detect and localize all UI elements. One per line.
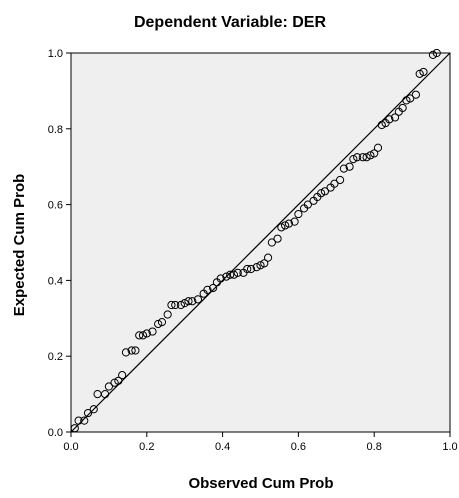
data-point [226,270,235,279]
chart-title: Dependent Variable: DER [134,14,326,31]
data-point [273,234,282,243]
data-point [358,153,367,162]
data-point [353,153,362,162]
data-point [362,153,371,162]
data-point [284,219,294,228]
data-point [366,151,375,160]
data-point [252,263,261,272]
data-point [163,310,172,319]
data-point [176,300,186,310]
data-point [419,67,428,77]
y-tick-label: 1.0 [48,48,63,60]
data-point [290,217,299,226]
x-tick-label: 0.4 [215,441,230,453]
data-point [398,103,407,113]
data-point [320,187,330,196]
x-tick-label: 0.8 [367,441,382,453]
x-tick-label: 0.0 [63,441,78,453]
data-point [246,264,256,274]
data-point [267,238,276,247]
data-point [135,331,144,340]
data-point [83,408,93,418]
data-point [171,300,180,310]
data-point [373,143,383,152]
data-point [432,48,441,58]
data-point [233,268,242,277]
data-point [317,189,326,198]
data-point [89,405,98,414]
data-point [154,319,163,329]
data-point [335,175,345,185]
data-point [349,155,358,164]
data-point [110,378,119,387]
x-tick-label: 0.6 [291,441,306,453]
data-point [188,297,197,306]
data-point [80,416,89,425]
x-tick-label: 0.2 [139,441,154,453]
data-point [216,274,225,283]
data-point [330,179,339,188]
data-point [256,261,265,270]
y-tick-label: 0.0 [48,427,63,439]
data-point [104,382,114,391]
data-point [277,223,286,232]
data-point [180,299,189,308]
data-point [385,115,394,124]
y-axis-label: Expected Cum Prob [11,174,28,317]
axis-ticks: 0.0 0.2 0.4 0.6 0.8 1.0 0.0 0.2 0.4 0.6 0.8 1.0 [48,48,458,453]
data-point [157,317,167,327]
data-point [281,221,290,230]
data-point [193,295,203,304]
data-point [370,149,379,158]
data-point [402,96,411,105]
data-point [121,348,131,357]
y-tick-label: 0.8 [48,124,63,136]
data-point [74,416,83,425]
data-point [263,253,273,262]
data-point [148,327,157,336]
data-point [406,94,415,103]
data-point [138,331,148,340]
data-point [118,371,127,380]
data-point [101,390,110,399]
data-point [70,424,79,433]
data-point [222,272,231,281]
data-point [377,120,386,130]
data-point [294,209,303,219]
data-points [70,48,441,433]
data-point [203,285,212,294]
data-point [184,297,193,306]
data-point [243,264,252,274]
data-point [127,346,136,355]
data-point [390,113,400,122]
data-point [209,283,218,293]
data-point [260,259,269,268]
data-point [131,346,140,355]
y-tick-label: 0.6 [48,200,63,212]
data-point [142,329,151,338]
data-point [345,162,354,171]
data-point [167,300,176,310]
y-tick-label: 0.2 [48,351,63,363]
x-tick-label: 1.0 [442,441,457,453]
data-point [428,50,438,59]
data-point [411,90,420,99]
data-point [303,200,312,209]
y-tick-label: 0.4 [48,275,63,287]
x-axis-label: Observed Cum Prob [188,475,333,492]
data-point [339,164,348,173]
data-point [415,69,424,78]
data-point [229,270,239,279]
data-point [114,376,123,385]
